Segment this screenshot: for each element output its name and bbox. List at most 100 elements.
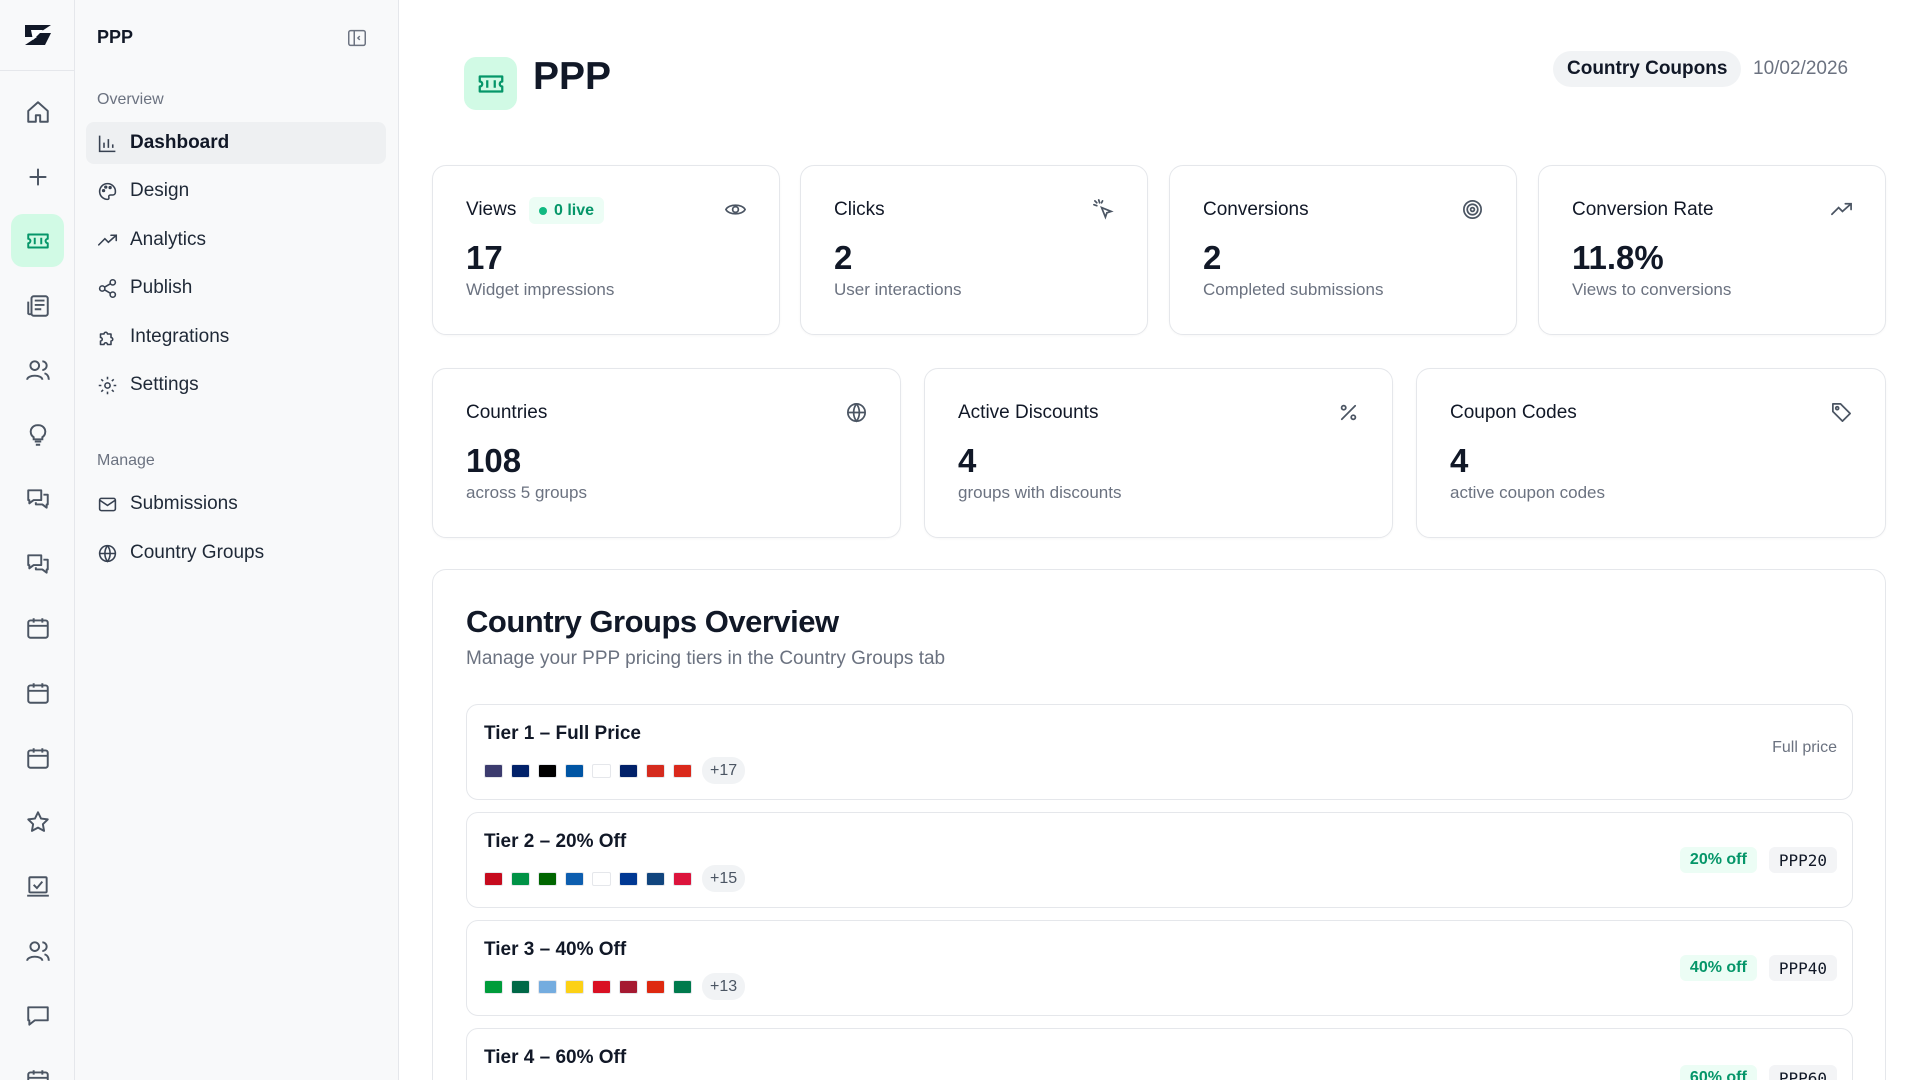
nav-item-analytics[interactable]: Analytics [86,219,386,261]
stat-subtitle: Widget impressions [466,280,615,299]
rail-calendar-button-3[interactable] [11,731,64,784]
icon-rail [0,0,75,1080]
rail-ppp-button[interactable] [11,214,64,267]
country-flag-icon [484,871,503,886]
type-badge: Country Coupons [1553,51,1742,87]
nav-item-settings[interactable]: Settings [86,364,386,406]
tier-name: Tier 3 – 40% Off [484,939,627,960]
eye-icon [724,204,747,215]
country-flag-icon [565,763,584,778]
country-flag-icon [538,979,557,994]
rail-messages-button[interactable] [11,472,64,525]
coupon-code: PPP60 [1768,1065,1837,1080]
nav-item-design[interactable]: Design [86,170,386,212]
country-flag-icon [592,871,611,886]
rail-home-button[interactable] [11,85,64,138]
stat-value: 11.8% [1572,239,1664,276]
globe-icon [98,544,117,563]
nav-panel: PPP Overview Dashboard Design Analytics … [75,0,399,1080]
country-flag-icon [592,979,611,994]
tier-name: Tier 2 – 20% Off [484,831,627,852]
nav-item-dashboard[interactable]: Dashboard [86,122,386,164]
rail-ideas-button[interactable] [11,408,64,461]
country-flag-icon [484,979,503,994]
country-flag-icon [538,871,557,886]
country-flag-icon [646,979,665,994]
live-dot-icon [539,206,547,215]
country-flag-icon [565,979,584,994]
share-icon [98,278,117,298]
stat-card-coupon-codes: Coupon Codes 4 active coupon codes [1416,368,1886,538]
trending-up-icon [97,233,118,246]
country-flag-icon [592,763,611,778]
stat-subtitle: User interactions [834,280,962,299]
nav-item-label: Dashboard [130,132,230,153]
nav-item-integrations[interactable]: Integrations [86,316,386,358]
rail-reviews-button[interactable] [11,795,64,848]
stat-value: 17 [466,239,503,276]
country-flag-icon [619,763,638,778]
nav-title: PPP [97,27,134,47]
users-icon [25,359,50,380]
stat-value: 108 [466,442,522,479]
country-flag-icon [673,979,692,994]
rail-tasks-button[interactable] [11,860,64,913]
rail-add-button[interactable] [11,150,64,203]
stat-label: Conversions [1203,199,1309,220]
tier-row-1[interactable]: Tier 1 – Full Price +17 Full price [466,704,1853,800]
overview-subtitle: Manage your PPP pricing tiers in the Cou… [466,648,946,669]
globe-icon [847,403,866,423]
coupon-code: PPP40 [1768,955,1837,981]
rail-calendar-button-2[interactable] [11,666,64,719]
nav-item-country-groups[interactable]: Country Groups [86,532,386,574]
country-flag-icon [673,763,692,778]
country-groups-overview: Country Groups Overview Manage your PPP … [432,569,1886,1080]
nav-item-label: Design [130,180,190,201]
lightbulb-icon [29,423,46,446]
nav-item-publish[interactable]: Publish [86,267,386,309]
rail-chats-button[interactable] [11,537,64,590]
mail-icon [98,497,117,511]
nav-item-label: Submissions [130,493,238,514]
rail-users-button[interactable] [11,343,64,396]
page-title-icon-box [464,57,517,110]
logo-icon [24,25,51,45]
country-flag-icon [484,763,503,778]
stat-label: Clicks [834,199,885,220]
nav-item-label: Publish [130,277,193,298]
country-flag-icon [646,871,665,886]
stat-value: 2 [834,239,853,276]
rail-calendar-button[interactable] [11,601,64,654]
nav-item-submissions[interactable]: Submissions [86,483,386,525]
stat-card-conversions: Conversions 2 Completed submissions [1169,165,1517,335]
ticket-icon [478,74,503,93]
newspaper-icon [26,294,49,317]
message-icon [26,1005,49,1026]
stat-label: Active Discounts [958,402,1099,423]
country-flag-icon [511,763,530,778]
tier-row-4[interactable]: Tier 4 – 60% Off 60% off PPP60 [466,1028,1853,1080]
collapse-sidebar-icon[interactable] [346,27,368,49]
nav-item-label: Settings [130,374,199,395]
stat-card-conversion-rate: Conversion Rate 11.8% Views to conversio… [1538,165,1886,335]
rail-posts-button[interactable] [11,279,64,332]
check-square-icon [26,875,49,897]
stat-subtitle: Completed submissions [1203,280,1384,299]
pointer-click-icon [1093,199,1114,220]
tier-status: 60% off PPP60 [1679,1065,1837,1080]
logo[interactable] [0,0,75,71]
tier-row-2[interactable]: Tier 2 – 20% Off +15 20% off PPP20 [466,812,1853,908]
stat-card-clicks: Clicks 2 User interactions [800,165,1148,335]
tier-name: Tier 4 – 60% Off [484,1047,627,1068]
nav-section-overview: Overview [97,91,164,108]
discount-badge: 20% off [1679,847,1757,873]
star-icon [26,810,49,832]
country-flag-icon [673,871,692,886]
rail-chat-button[interactable] [11,989,64,1042]
rail-team-button[interactable] [11,924,64,977]
tier-status: 40% off PPP40 [1679,955,1837,981]
tier-row-3[interactable]: Tier 3 – 40% Off +13 40% off PPP40 [466,920,1853,1016]
nav-item-label: Country Groups [130,542,265,563]
rail-calendar-button-4[interactable] [11,1053,64,1080]
tier-flags: +13 [484,973,746,1000]
